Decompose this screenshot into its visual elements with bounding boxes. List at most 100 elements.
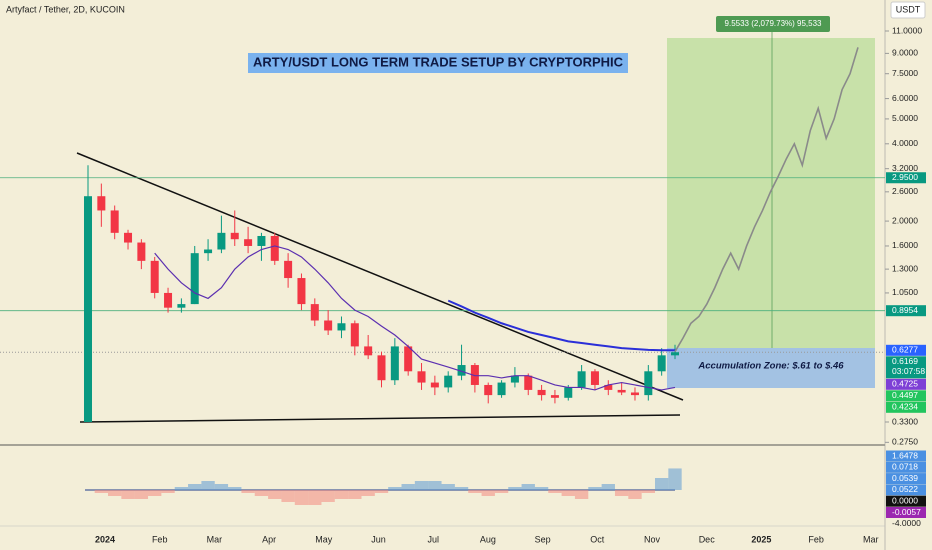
projection	[674, 47, 859, 353]
price-tag-label: 2.9500	[892, 172, 918, 182]
countdown: 03:07:58	[892, 366, 925, 376]
oscillator-bar	[561, 490, 575, 496]
oscillator-bar	[468, 490, 482, 493]
oscillator-tag-label: 0.0000	[892, 495, 918, 505]
candle-body	[590, 371, 599, 385]
target-label-box	[716, 16, 830, 32]
oscillator-tag	[886, 461, 926, 473]
oscillator-bar	[281, 490, 295, 502]
price-tag-label: 0.6169	[892, 356, 918, 366]
candle-body	[204, 249, 213, 254]
oscillator-bar	[628, 490, 642, 499]
candle-body	[510, 375, 519, 383]
oscillator-bar	[428, 481, 442, 490]
candle-body	[164, 292, 173, 308]
x-tick-label: Mar	[207, 534, 223, 544]
y-tick-label: 0.3300	[892, 416, 918, 426]
oscillator-bar	[388, 487, 402, 490]
candle-body	[524, 375, 533, 390]
header: Artyfact / Tether, 2D, KUCOIN	[6, 4, 125, 14]
oscillator-bar	[254, 490, 269, 496]
candle-body	[97, 196, 106, 211]
currency: USDT	[896, 4, 921, 14]
price-tag	[886, 378, 926, 390]
oscillator-bar	[654, 478, 669, 490]
oscillator-bar	[188, 484, 202, 490]
y-tick-label: 1.0500	[892, 287, 918, 297]
y-tick-label: 7.5000	[892, 68, 918, 78]
candle-body	[417, 371, 426, 383]
price-tag	[886, 172, 926, 184]
x-tick-label: Sep	[535, 534, 551, 544]
x-tick-label: Jul	[427, 534, 439, 544]
oscillator-bar	[321, 490, 335, 502]
x-tick-label: 2024	[95, 534, 115, 544]
oscillator-bar	[574, 490, 589, 499]
price-tag	[886, 344, 926, 356]
currency-box	[890, 1, 926, 19]
candle-body	[670, 352, 680, 356]
ma-short	[154, 245, 676, 391]
oscillator-tag-label: -0.0057	[892, 507, 921, 517]
ma-long	[447, 299, 676, 352]
zone-label: Accumulation Zone: $.61 to $.46	[697, 361, 844, 372]
title-banner	[248, 53, 628, 73]
oscillator-bar	[134, 490, 149, 499]
oscillator-bar	[348, 490, 362, 499]
oscillator-tag	[886, 518, 926, 530]
price-tag	[886, 401, 926, 413]
y-tick-label: 3.2000	[892, 163, 918, 173]
oscillator-bar	[228, 487, 242, 490]
candle-body	[124, 232, 133, 243]
candle-body	[457, 365, 466, 376]
candle-body	[137, 242, 146, 261]
candle-body	[470, 365, 479, 385]
oscillator-bar	[401, 484, 415, 490]
oscillator-tag-label: 0.0539	[892, 473, 918, 483]
plot	[0, 47, 885, 422]
oscillator-bar	[268, 490, 282, 499]
oscillator-bar	[534, 487, 549, 490]
candle-body	[430, 382, 439, 388]
candle-body	[324, 320, 333, 331]
y-tick-label: 1.3000	[892, 263, 918, 273]
price-tag-label: 0.4725	[892, 379, 918, 389]
x-tick-label: Nov	[644, 534, 661, 544]
y-tick-label: 0.2750	[892, 437, 918, 447]
price-tag	[886, 305, 926, 317]
candle-body	[337, 323, 346, 331]
oscillator-bar	[614, 490, 629, 496]
oscillator-bar	[521, 484, 535, 490]
price-tag	[886, 390, 926, 402]
oscillator-bar	[374, 490, 389, 493]
candle-body	[244, 239, 253, 246]
price-tag	[886, 356, 926, 379]
candle-body	[83, 196, 93, 422]
candle-body	[150, 260, 159, 293]
oscillator-bar	[588, 487, 602, 490]
candle-body	[630, 392, 639, 396]
candle-body	[444, 375, 453, 388]
y-tick-label: 5.0000	[892, 113, 918, 123]
oscillator-bar	[601, 484, 615, 490]
oscillator-tag-label: 1.6478	[892, 450, 918, 460]
oscillator-bar	[414, 481, 429, 490]
oscillator-bar	[308, 490, 322, 505]
trendline-lower	[79, 414, 681, 423]
x-tick-label: 2025	[751, 534, 771, 544]
candle-body	[497, 382, 506, 396]
oscillator-bar	[548, 490, 562, 493]
oscillator-bar	[508, 487, 522, 490]
oscillator-tag-label: 0.0718	[892, 462, 918, 472]
target-label: 9.5533 (2,079.73%) 95,533	[725, 19, 823, 28]
x-tick-label: Feb	[808, 534, 824, 544]
oscillator-tag-label: 0.0522	[892, 484, 918, 494]
candle-body	[404, 346, 413, 372]
candle-body	[390, 346, 399, 381]
y-tick-label: 4.0000	[892, 138, 918, 148]
x-tick-label: Aug	[480, 534, 496, 544]
candle-body	[644, 371, 653, 396]
oscillator-tag	[886, 473, 926, 485]
